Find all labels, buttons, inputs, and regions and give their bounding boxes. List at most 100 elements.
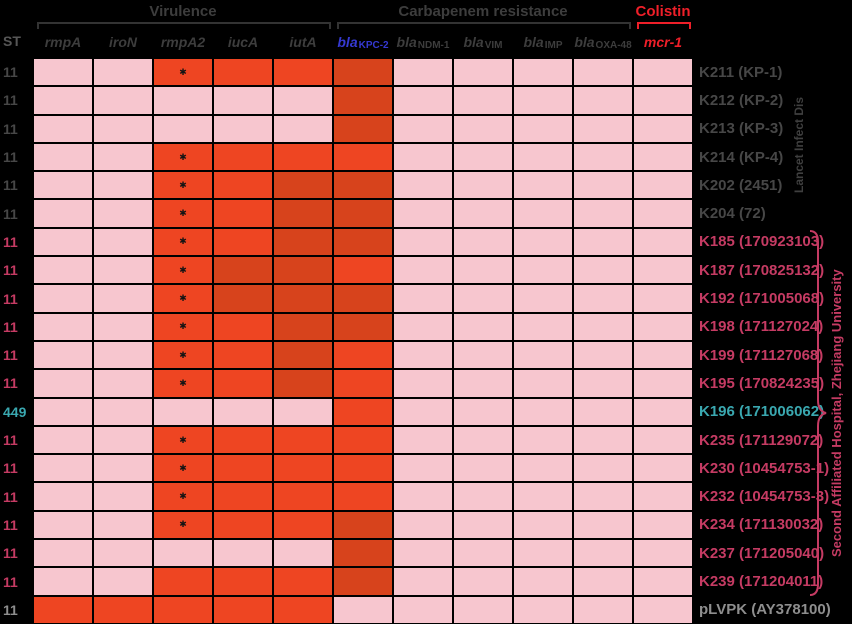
grid-cell xyxy=(213,397,273,426)
grid-cell xyxy=(453,86,513,115)
grid-cell: ✱ xyxy=(153,369,213,398)
st-value: 11 xyxy=(3,318,18,335)
grid-cell xyxy=(393,454,453,483)
asterisk-marker: ✱ xyxy=(179,179,187,190)
grid-cell xyxy=(633,114,693,143)
grid-cell xyxy=(573,114,633,143)
grid-cell xyxy=(213,142,273,172)
grid-cell xyxy=(273,256,333,285)
grid-cell xyxy=(453,510,513,540)
row-label: K235 (171129072) xyxy=(699,431,824,449)
grid-cell xyxy=(513,595,573,624)
grid-cell xyxy=(333,142,393,172)
grid-cell xyxy=(453,199,513,228)
asterisk-marker: ✱ xyxy=(179,462,187,473)
grid-cell xyxy=(513,114,573,143)
grid-cell xyxy=(273,171,333,200)
grid-cell xyxy=(33,284,93,313)
st-value: 11 xyxy=(3,92,18,109)
row-label: K214 (KP-4) xyxy=(699,148,784,166)
grid-cell xyxy=(513,58,573,87)
grid-cell: ✱ xyxy=(153,312,213,341)
grid-cell xyxy=(33,171,93,200)
grid-cell xyxy=(393,595,453,624)
grid-cell xyxy=(33,425,93,455)
asterisk-marker: ✱ xyxy=(179,151,187,162)
grid-cell xyxy=(633,58,693,87)
grid-cell: ✱ xyxy=(153,340,213,370)
asterisk-marker: ✱ xyxy=(179,264,187,275)
grid-cell xyxy=(633,539,693,568)
grid-cell xyxy=(213,256,273,285)
grid-cell xyxy=(93,284,153,313)
grid-cell xyxy=(333,482,393,511)
heatmap-grid: ✱ ✱ ✱ ✱ ✱ ✱ ✱ ✱ ✱ ✱ ✱ ✱ ✱ ✱ xyxy=(33,58,693,624)
grid-cell xyxy=(93,369,153,398)
grid-cell xyxy=(453,58,513,87)
grid-cell xyxy=(513,425,573,455)
grid-cell xyxy=(213,114,273,143)
grid-cell: ✱ xyxy=(153,510,213,540)
grid-cell xyxy=(513,567,573,596)
grid-cell xyxy=(573,567,633,596)
grid-cell xyxy=(573,256,633,285)
grid-cell xyxy=(153,567,213,596)
st-value: 11 xyxy=(3,205,18,222)
grid-cell xyxy=(33,227,93,257)
group-header-colistin: Colistin xyxy=(635,3,691,20)
row-label: K192 (171005068) xyxy=(699,290,825,308)
grid-cell xyxy=(453,227,513,257)
row-label: K198 (171127024) xyxy=(699,318,824,336)
grid-cell xyxy=(393,114,453,143)
asterisk-marker: ✱ xyxy=(179,208,187,219)
st-value: 11 xyxy=(3,177,18,194)
grid-cell xyxy=(93,312,153,341)
grid-cell xyxy=(33,595,93,624)
grid-cell: ✱ xyxy=(153,171,213,200)
grid-cell xyxy=(393,397,453,426)
grid-cell xyxy=(513,142,573,172)
grid-cell xyxy=(213,199,273,228)
grid-cell xyxy=(333,227,393,257)
grid-cell xyxy=(333,340,393,370)
grid-cell: ✱ xyxy=(153,256,213,285)
grid-cell xyxy=(453,482,513,511)
group-brace xyxy=(809,230,827,596)
grid-cell xyxy=(393,425,453,455)
grid-cell: ✱ xyxy=(153,425,213,455)
grid-cell xyxy=(393,171,453,200)
grid-cell xyxy=(33,340,93,370)
grid-cell xyxy=(153,539,213,568)
grid-cell xyxy=(273,284,333,313)
gene-header-rmpa: rmpA xyxy=(44,34,82,50)
grid-cell xyxy=(33,454,93,483)
grid-cell xyxy=(393,340,453,370)
grid-cell xyxy=(213,312,273,341)
grid-cell xyxy=(33,256,93,285)
grid-cell: ✱ xyxy=(153,142,213,172)
grid-cell xyxy=(633,567,693,596)
st-value: 11 xyxy=(3,262,18,279)
row-label: K213 (KP-3) xyxy=(699,120,784,138)
grid-cell xyxy=(93,114,153,143)
grid-cell xyxy=(513,340,573,370)
grid-cell xyxy=(633,425,693,455)
st-value: 11 xyxy=(3,516,18,533)
grid-cell xyxy=(273,340,333,370)
grid-cell xyxy=(573,86,633,115)
grid-cell xyxy=(573,595,633,624)
grid-cell xyxy=(393,58,453,87)
grid-cell xyxy=(333,369,393,398)
grid-cell xyxy=(513,482,573,511)
grid-cell xyxy=(333,58,393,87)
grid-cell xyxy=(333,312,393,341)
grid-cell xyxy=(273,510,333,540)
grid-cell: ✱ xyxy=(153,284,213,313)
grid-cell xyxy=(33,114,93,143)
gene-header-iron: iroN xyxy=(109,34,137,50)
grid-cell xyxy=(33,567,93,596)
grid-cell xyxy=(453,171,513,200)
grid-cell xyxy=(213,227,273,257)
grid-cell xyxy=(93,171,153,200)
